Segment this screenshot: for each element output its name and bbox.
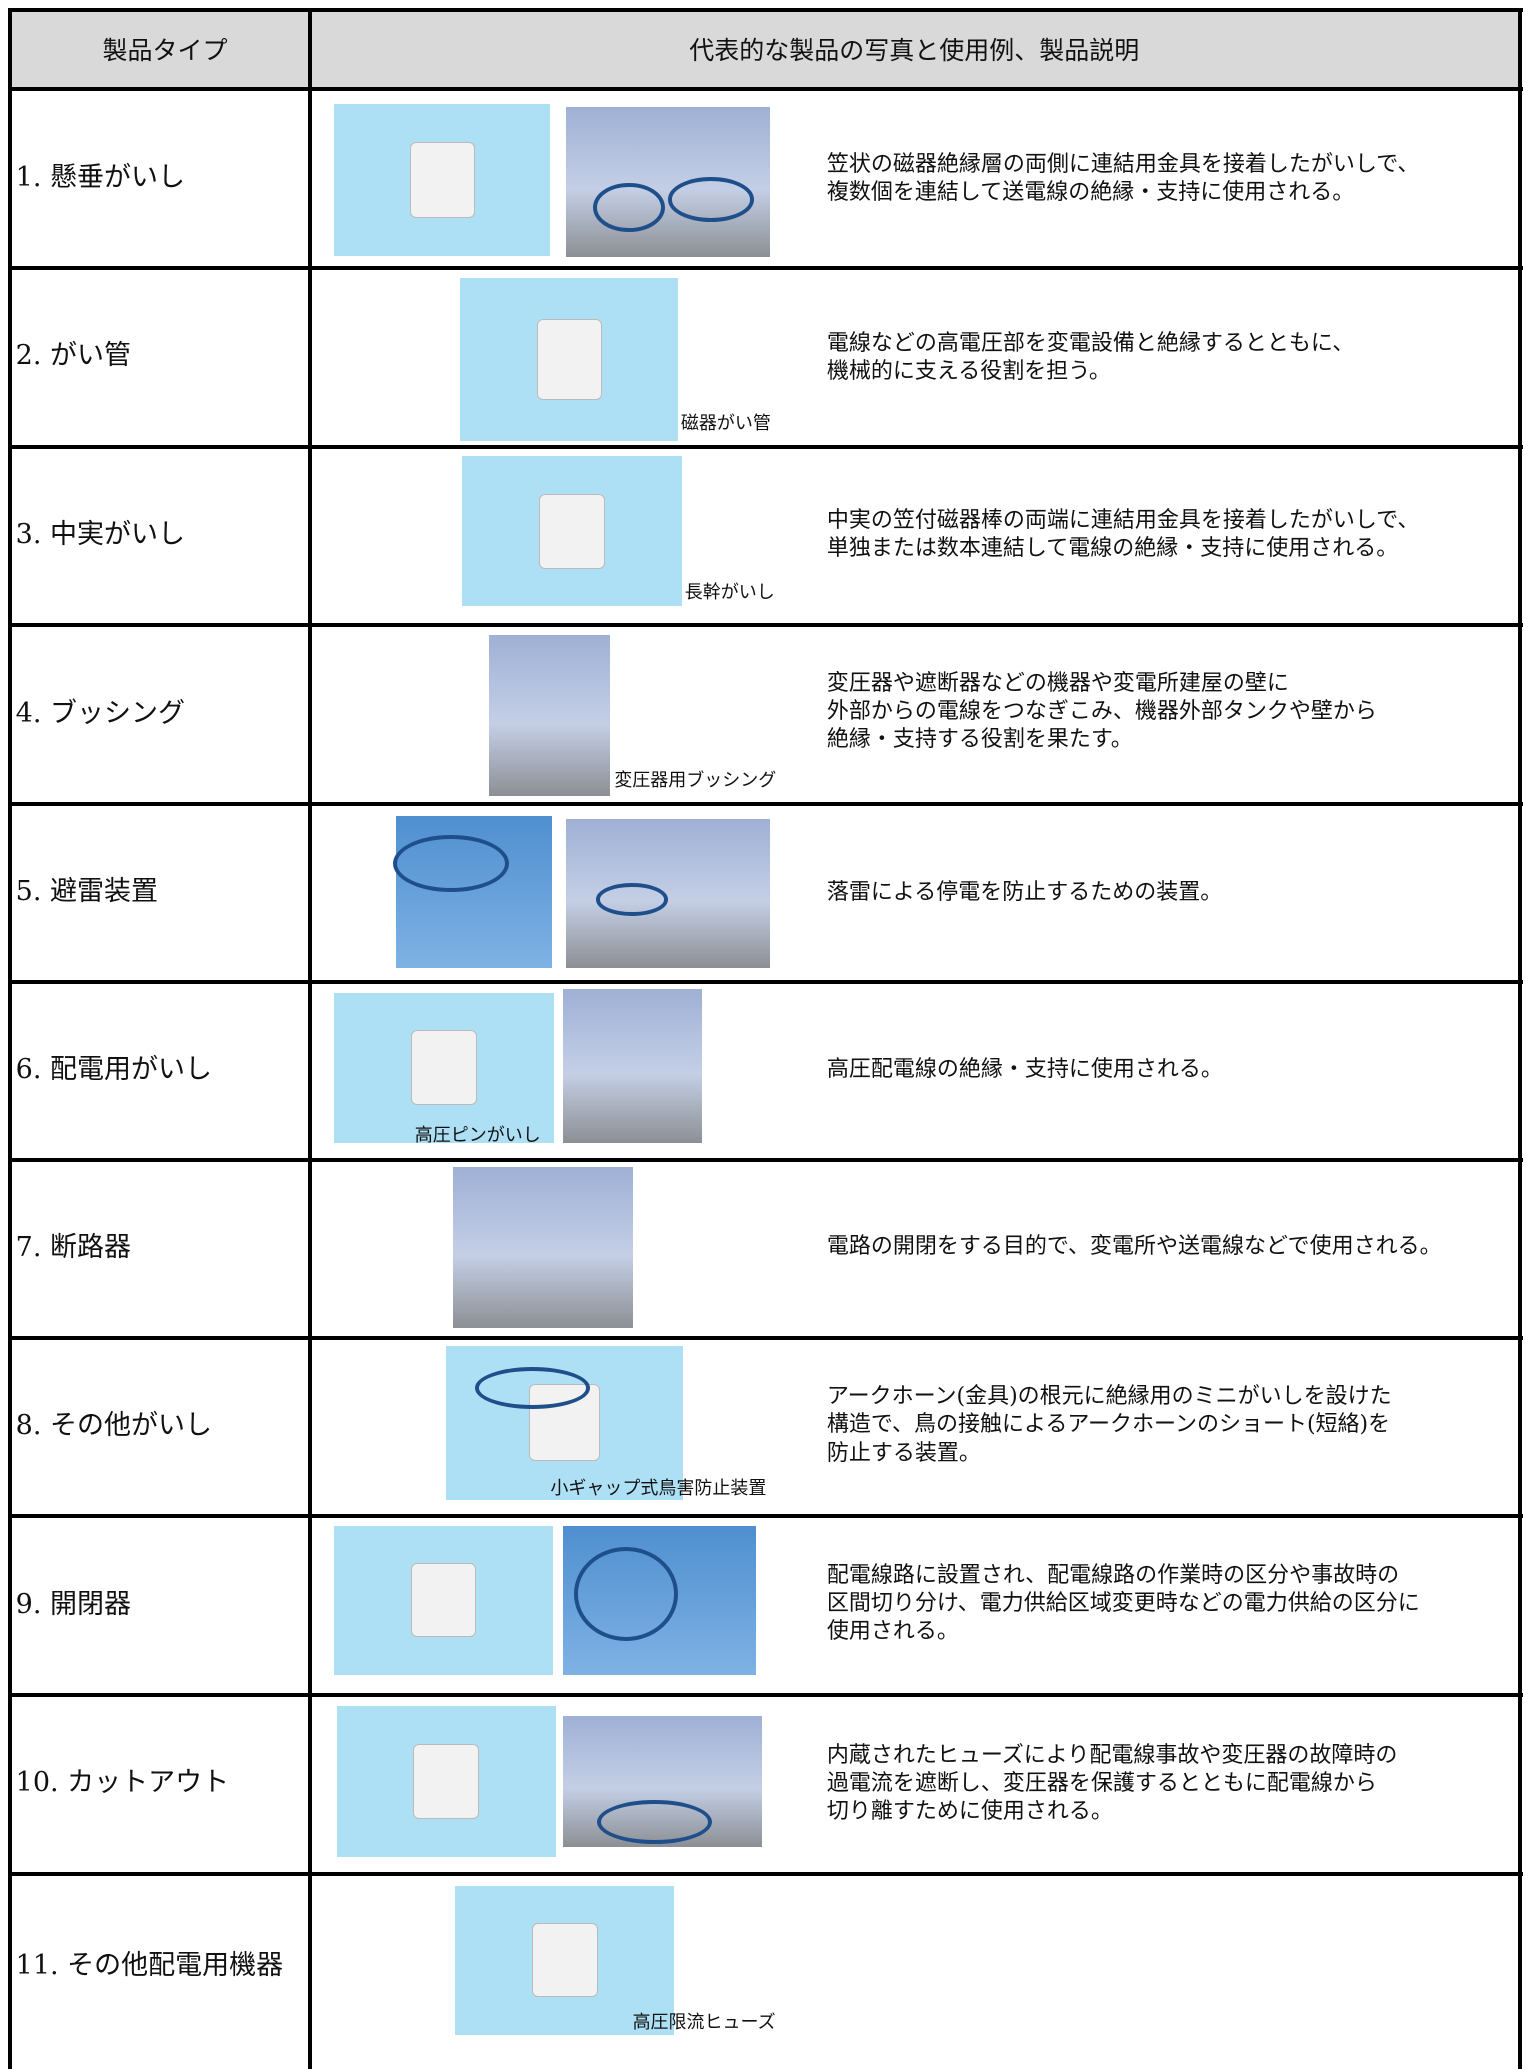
description-line: 構造で、鳥の接触によるアークホーンのショート(短絡)を xyxy=(826,1412,1391,1438)
highlight-ring xyxy=(392,834,509,893)
header-text: 代表的な製品の写真と使用例、製品説明 xyxy=(689,35,1140,65)
description-line: 切り離すために使用される。 xyxy=(826,1799,1113,1825)
product-type: 4. ブッシング xyxy=(15,697,185,729)
product-photo xyxy=(489,635,611,796)
photo-caption: 高圧ピンがいし xyxy=(414,1124,541,1146)
product-type: 10. カットアウト xyxy=(15,1767,230,1799)
photo-caption: 磁器がい管 xyxy=(680,412,771,434)
photo-caption: 高圧限流ヒューズ xyxy=(632,2011,776,2033)
product-photo xyxy=(563,988,702,1143)
product-shape xyxy=(536,318,602,401)
description-line: 配電線路に設置され、配電線路の作業時の区分や事故時の xyxy=(826,1563,1400,1589)
description-line: 機械的に支える役割を担う。 xyxy=(826,358,1111,384)
description-line: 電路の開閉をする目的で、変電所や送電線などで使用される。 xyxy=(826,1234,1442,1260)
description-line: 防止する装置。 xyxy=(826,1440,981,1466)
product-type: 8. その他がいし xyxy=(15,1409,212,1441)
product-type: 11. その他配電用機器 xyxy=(15,1950,284,1982)
highlight-ring xyxy=(596,882,668,916)
row-border xyxy=(10,802,1524,807)
highlight-ring xyxy=(474,1366,590,1409)
description-line: 絶縁・支持する役割を果たす。 xyxy=(826,727,1133,753)
row-border xyxy=(10,979,1524,984)
product-photo xyxy=(452,1167,633,1328)
product-type: 9. 開閉器 xyxy=(15,1588,131,1620)
row-border xyxy=(10,1871,1524,1876)
description-line: 電線などの高電圧部を変電設備と絶縁するとともに、 xyxy=(826,330,1355,356)
product-type: 7. 断路器 xyxy=(15,1231,131,1263)
description-line: 使用される。 xyxy=(826,1619,959,1645)
product-type: 3. 中実がいし xyxy=(15,519,185,551)
description-line: 単独または数本連結して電線の絶縁・支持に使用される。 xyxy=(826,536,1399,561)
row-border xyxy=(10,1692,1524,1697)
row-border xyxy=(10,87,1524,92)
description-line: 高圧配電線の絶縁・支持に使用される。 xyxy=(826,1057,1223,1083)
description-line: 複数個を連結して送電線の絶縁・支持に使用される。 xyxy=(826,179,1355,205)
description-line: 変圧器や遮断器などの機器や変電所建屋の壁に xyxy=(826,671,1289,696)
description-line: 内蔵されたヒューズにより配電線事故や変圧器の故障時の xyxy=(826,1743,1398,1769)
highlight-ring xyxy=(667,177,754,222)
product-shape xyxy=(531,1923,598,1998)
description-line: 笠状の磁器絶縁層の両側に連結用金具を接着したがいしで、 xyxy=(826,151,1420,177)
product-type: 6. 配電用がいし xyxy=(15,1053,212,1085)
product-type: 5. 避雷装置 xyxy=(15,875,158,907)
description-line: 過電流を遮断し、変圧器を保護するとともに配電線から xyxy=(826,1771,1377,1797)
highlight-ring xyxy=(573,1546,679,1641)
description-line: アークホーン(金具)の根元に絶縁用のミニがいしを設けた xyxy=(826,1384,1392,1410)
product-shape xyxy=(413,1743,479,1820)
row-border xyxy=(10,623,1524,628)
description-line: 中実の笠付磁器棒の両端に連結用金具を接着したがいしで、 xyxy=(826,507,1420,533)
product-shape xyxy=(410,1563,477,1638)
product-type: 1. 懸垂がいし xyxy=(15,161,185,193)
description-line: 外部からの電線をつなぎこみ、機器外部タンクや壁から xyxy=(826,699,1377,725)
photo-caption: 長幹がいし xyxy=(684,582,775,604)
product-shape xyxy=(409,142,475,218)
highlight-ring xyxy=(593,182,666,233)
table-border xyxy=(10,7,1524,12)
row-border xyxy=(10,1335,1524,1340)
table-border xyxy=(1518,7,1523,2069)
row-border xyxy=(10,444,1524,449)
product-photo xyxy=(566,819,770,968)
row-border xyxy=(10,266,1524,271)
row-border xyxy=(10,1158,1524,1163)
photo-caption: 変圧器用ブッシング xyxy=(614,770,777,792)
product-shape xyxy=(538,493,605,569)
photo-caption: 小ギャップ式鳥害防止装置 xyxy=(550,1478,767,1500)
highlight-ring xyxy=(597,1799,713,1845)
header-cell xyxy=(10,10,1520,89)
column-border xyxy=(307,7,312,2069)
product-shape xyxy=(411,1030,478,1106)
description-line: 区間切り分け、電力供給区域変更時などの電力供給の区分に xyxy=(826,1591,1420,1617)
table-border xyxy=(7,7,12,2069)
product-type: 2. がい管 xyxy=(15,340,131,372)
header-text: 製品タイプ xyxy=(102,35,228,65)
row-border xyxy=(10,1514,1524,1519)
description-line: 落雷による停電を防止するための装置。 xyxy=(826,879,1223,905)
